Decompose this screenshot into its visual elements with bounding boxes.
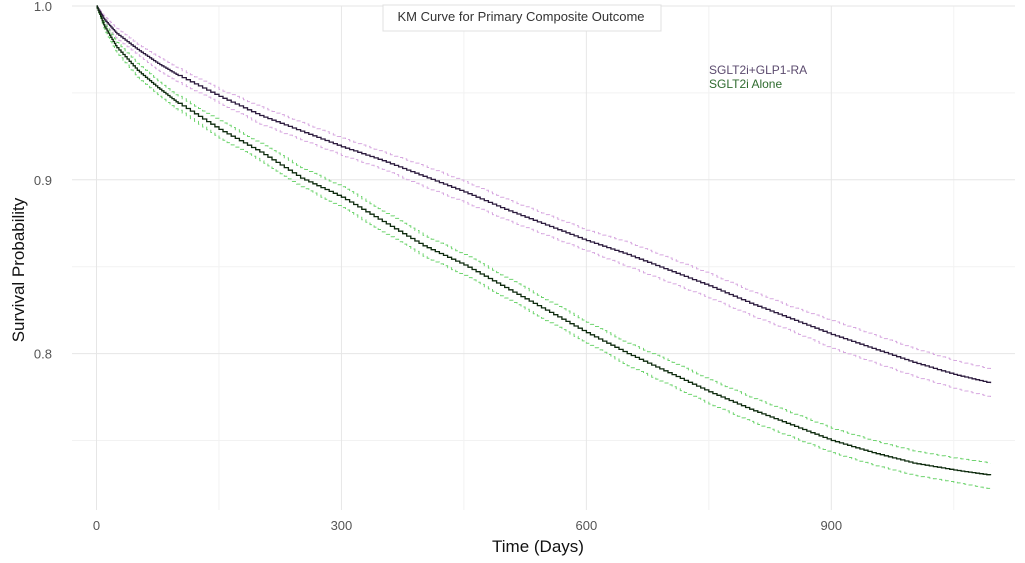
title-box (382, 4, 662, 32)
y-tick-label: 1.0 (34, 0, 52, 14)
gridlines (72, 5, 1015, 510)
legend-label-sglt2i-alone: SGLT2i Alone (709, 77, 782, 91)
y-axis-ticks: 0.8 0.9 1.0 (34, 0, 52, 362)
ci-upper-sglt2i-glp1ra (96, 5, 991, 370)
ci-upper-sglt2i-alone (96, 5, 991, 464)
curve-sglt2i-glp1ra (96, 5, 992, 384)
x-tick-label: 900 (820, 518, 842, 533)
legend-label-sglt2i-glp1ra: SGLT2i+GLP1-RA (709, 63, 807, 77)
curve-sglt2i-alone (96, 5, 992, 476)
y-tick-label: 0.8 (34, 347, 52, 362)
survival-curves (96, 5, 992, 476)
ci-lower-sglt2i-alone (96, 5, 991, 490)
chart-title: KM Curve for Primary Composite Outcome (397, 9, 644, 24)
ci-lower-sglt2i-glp1ra (96, 5, 991, 397)
legend: SGLT2i+GLP1-RA SGLT2i Alone (709, 63, 807, 91)
y-tick-label: 0.9 (34, 173, 52, 188)
x-axis-label: Time (Days) (492, 537, 584, 556)
x-tick-label: 600 (576, 518, 598, 533)
x-tick-label: 300 (331, 518, 353, 533)
x-tick-label: 0 (93, 518, 100, 533)
y-axis-label: Survival Probability (9, 197, 28, 342)
x-axis-ticks: 0 300 600 900 (93, 518, 842, 533)
confidence-bands (96, 5, 991, 490)
